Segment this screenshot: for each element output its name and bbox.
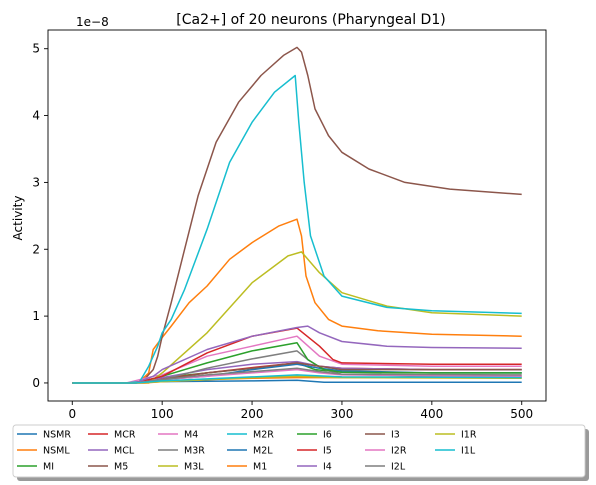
legend-item-mcl: MCL	[88, 446, 135, 457]
series-line-m2r	[72, 74, 522, 384]
legend-item-nsml: NSML	[17, 446, 70, 457]
legend-item-m4: M4	[158, 430, 198, 441]
legend-box	[12, 424, 586, 478]
series-line-nsml	[72, 218, 522, 384]
legend-item-mcr: MCR	[88, 430, 136, 441]
legend-item-i3: I3	[365, 430, 400, 441]
legend-label: I2L	[391, 462, 406, 473]
x-axis: 0 100 200 300 400 500	[68, 401, 533, 421]
legend-items: NSMR NSML MI MCR MCL M5 M4 M3R M3L M2R M2L M1 I6 I5 I4…	[17, 430, 477, 473]
series-line-i1l	[72, 374, 522, 384]
legend-label: I3	[391, 430, 400, 441]
legend-label: I1L	[461, 446, 476, 457]
legend-item-nsmr: NSMR	[17, 430, 71, 441]
legend-label: MI	[43, 462, 54, 473]
legend-item-i6: I6	[297, 430, 332, 441]
legend-label: M2R	[253, 430, 274, 441]
legend-item-m1: M1	[227, 462, 267, 473]
legend-label: I4	[323, 462, 332, 473]
series-line-m4	[72, 335, 522, 384]
x-tick-label: 100	[151, 407, 174, 421]
chart-title: [Ca2+] of 20 neurons (Pharyngeal D1)	[176, 12, 445, 28]
series-layer	[72, 46, 522, 384]
legend-label: M1	[253, 462, 267, 473]
legend-label: M5	[114, 462, 128, 473]
legend-label: I1R	[461, 430, 477, 441]
legend-label: MCR	[114, 430, 136, 441]
legend-item-mi: MI	[17, 462, 54, 473]
legend-label: I6	[323, 430, 332, 441]
x-tick-label: 200	[241, 407, 264, 421]
y-tick-label: 0	[32, 376, 40, 390]
legend-item-m2r: M2R	[227, 430, 274, 441]
legend-item-m2l: M2L	[227, 446, 273, 457]
legend-label: M3R	[184, 446, 205, 457]
legend: NSMR NSML MI MCR MCL M5 M4 M3R M3L M2R M2L M1 I6 I5 I4…	[12, 424, 589, 481]
legend-item-i2l: I2L	[365, 462, 406, 473]
x-tick-label: 300	[330, 407, 353, 421]
y-axis-label: Activity	[11, 196, 25, 241]
legend-label: I2R	[391, 446, 407, 457]
y-tick-label: 3	[32, 175, 40, 189]
legend-label: M2L	[253, 446, 273, 457]
legend-label: I5	[323, 446, 332, 457]
y-tick-label: 5	[32, 42, 40, 56]
y-axis: 0 1 2 3 4 5	[32, 42, 48, 390]
legend-item-i2r: I2R	[365, 446, 407, 457]
y-tick-label: 4	[32, 109, 40, 123]
y-tick-label: 1	[32, 309, 40, 323]
y-offset-label: 1e−8	[76, 15, 109, 29]
legend-label: NSML	[43, 446, 70, 457]
legend-label: MCL	[114, 446, 135, 457]
legend-item-i1r: I1R	[435, 430, 477, 441]
x-tick-label: 400	[420, 407, 443, 421]
legend-item-m3r: M3R	[158, 446, 205, 457]
series-line-m5	[72, 46, 522, 384]
plot-frame	[47, 29, 547, 402]
legend-item-m5: M5	[88, 462, 128, 473]
legend-item-i4: I4	[297, 462, 332, 473]
legend-item-i5: I5	[297, 446, 332, 457]
y-tick-label: 2	[32, 242, 40, 256]
legend-item-m3l: M3L	[158, 462, 204, 473]
x-tick-label: 0	[68, 407, 76, 421]
series-line-i4	[72, 325, 522, 384]
legend-item-i1l: I1L	[435, 446, 476, 457]
x-tick-label: 500	[510, 407, 533, 421]
legend-label: NSMR	[43, 430, 71, 441]
legend-label: M4	[184, 430, 198, 441]
legend-label: M3L	[184, 462, 204, 473]
